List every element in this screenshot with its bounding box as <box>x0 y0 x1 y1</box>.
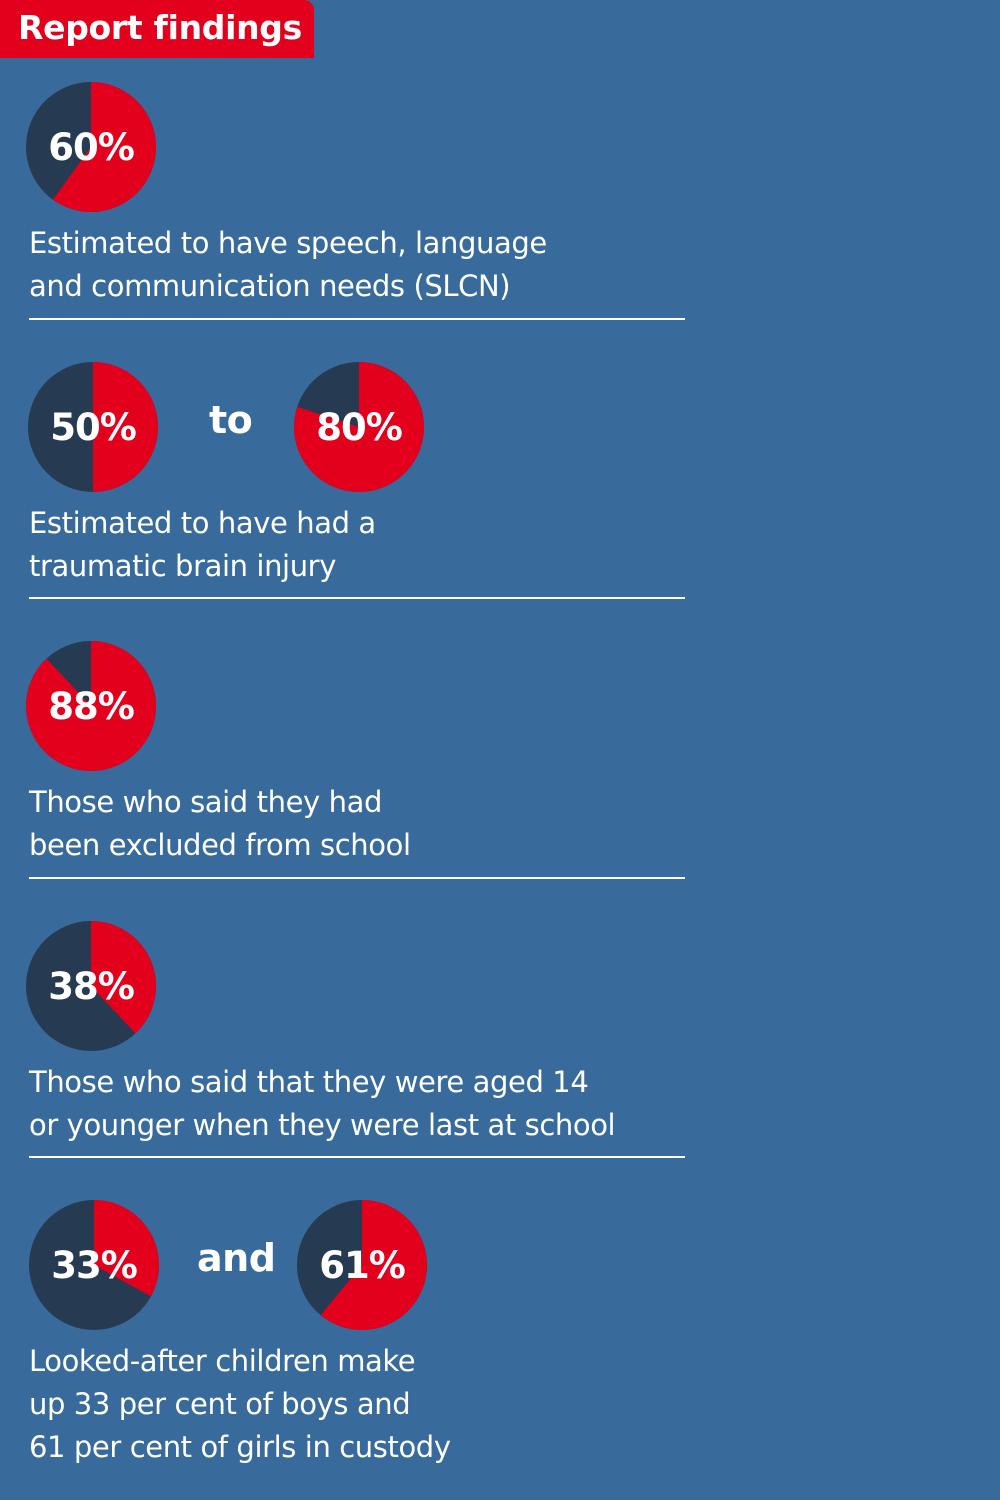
description-line: Estimated to have speech, language <box>29 226 547 260</box>
description-line: 61 per cent of girls in custody <box>29 1430 451 1464</box>
description-line: Those who said they had <box>29 785 382 819</box>
pie-chart-girls: 61% <box>297 1200 427 1330</box>
pie-value-slice <box>294 362 424 492</box>
description-aged-14: Those who said that they were aged 14 or… <box>29 1061 616 1147</box>
description-looked-after: Looked-after children make up 33 per cen… <box>29 1340 451 1469</box>
pie-value-slice <box>91 921 156 1034</box>
pie-value-slice <box>93 362 158 492</box>
report-findings-title: Report findings <box>18 8 302 47</box>
report-findings-tag: Report findings <box>0 0 314 58</box>
description-line: been excluded from school <box>29 828 411 862</box>
pie-chart-slcn: 60% <box>26 82 156 212</box>
pie-chart-brain-injury-low: 50% <box>28 362 158 492</box>
divider <box>29 318 685 320</box>
pie-chart-boys: 33% <box>29 1200 159 1330</box>
divider <box>29 1156 685 1158</box>
description-slcn: Estimated to have speech, language and c… <box>29 222 547 308</box>
divider <box>29 877 685 879</box>
description-excluded: Those who said they had been excluded fr… <box>29 781 411 867</box>
pie-value-slice <box>94 1200 159 1297</box>
pie-chart-aged-14: 38% <box>26 921 156 1051</box>
pie-value-slice <box>320 1200 427 1330</box>
pie-value-slice <box>25 641 156 771</box>
description-brain-injury: Estimated to have had a traumatic brain … <box>29 502 376 588</box>
description-line: traumatic brain injury <box>29 549 336 583</box>
divider <box>29 597 685 599</box>
connector-to: to <box>209 398 253 442</box>
description-line: Those who said that they were aged 14 <box>29 1065 589 1099</box>
pie-chart-brain-injury-high: 80% <box>294 362 424 492</box>
pie-value-slice <box>52 82 156 212</box>
description-line: and communication needs (SLCN) <box>29 269 511 303</box>
description-line: up 33 per cent of boys and <box>29 1387 411 1421</box>
description-line: Estimated to have had a <box>29 506 376 540</box>
description-line: Looked-after children make <box>29 1344 416 1378</box>
pie-chart-excluded: 88% <box>25 641 156 771</box>
description-line: or younger when they were last at school <box>29 1108 616 1142</box>
connector-and: and <box>197 1236 276 1280</box>
